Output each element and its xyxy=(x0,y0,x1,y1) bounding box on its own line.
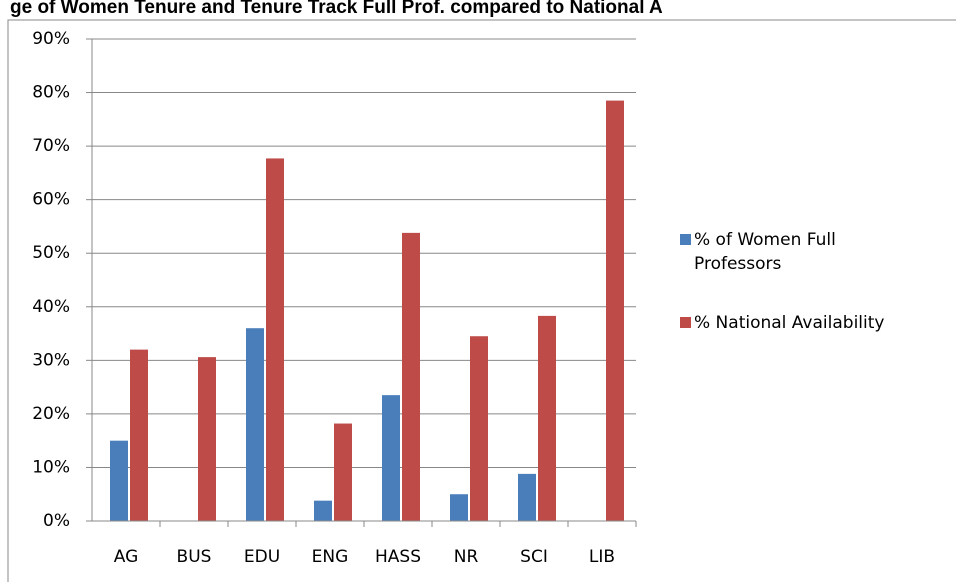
bar xyxy=(246,328,264,521)
x-tick-label: NR xyxy=(454,547,479,567)
bar xyxy=(518,473,536,521)
x-tick-label: HASS xyxy=(375,547,421,567)
y-tick-label: 90% xyxy=(32,29,70,49)
y-tick-label: 0% xyxy=(43,511,70,531)
y-tick-label: 60% xyxy=(32,190,70,210)
bar xyxy=(266,158,284,521)
x-tick-label: LIB xyxy=(589,547,615,567)
x-tick-label: BUS xyxy=(177,547,212,567)
bar xyxy=(314,500,332,521)
bar xyxy=(110,440,128,521)
chart-border xyxy=(7,19,956,582)
bar xyxy=(538,315,556,521)
bar xyxy=(402,232,420,522)
y-tick-label: 50% xyxy=(32,243,70,263)
y-tick-label: 70% xyxy=(32,136,70,156)
legend-label: % of Women Full Professors xyxy=(694,230,836,274)
x-tick-label: SCI xyxy=(520,547,548,567)
bar xyxy=(382,395,400,521)
x-tick-label: AG xyxy=(114,547,139,567)
bar xyxy=(450,494,468,521)
y-tick-label: 40% xyxy=(32,297,70,317)
x-tick-label: EDU xyxy=(244,547,280,567)
bar xyxy=(606,100,624,521)
bar xyxy=(470,336,488,521)
y-tick-label: 10% xyxy=(32,457,70,477)
legend-swatch xyxy=(680,317,691,328)
legend-swatch xyxy=(680,234,691,245)
bar xyxy=(130,349,148,521)
y-tick-label: 20% xyxy=(32,404,70,424)
y-tick-label: 30% xyxy=(32,350,70,370)
y-tick-label: 80% xyxy=(32,83,70,103)
chart-title: ge of Women Tenure and Tenure Track Full… xyxy=(10,0,663,18)
bar xyxy=(334,423,352,521)
bar xyxy=(198,357,216,521)
legend-label: % National Availability xyxy=(694,313,885,333)
x-tick-label: ENG xyxy=(312,547,349,567)
